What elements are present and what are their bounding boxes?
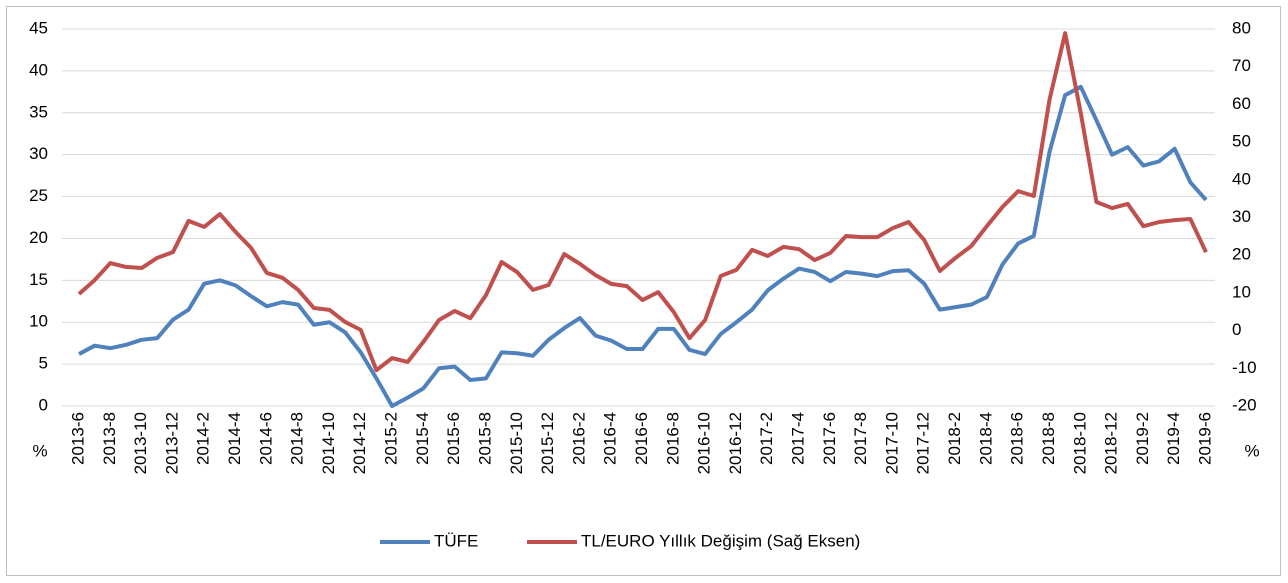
y-tick-label: 10 bbox=[29, 312, 48, 331]
x-tick-label: 2017-10 bbox=[882, 412, 901, 474]
x-tick-label: 2014-6 bbox=[256, 412, 275, 465]
x-tick-label: 2018-12 bbox=[1102, 412, 1121, 474]
x-tick-label: 2013-6 bbox=[68, 412, 87, 465]
y2-tick-label: 30 bbox=[1232, 207, 1251, 226]
x-tick-label: 2019-4 bbox=[1164, 412, 1183, 465]
x-tick-label: 2018-2 bbox=[945, 412, 964, 465]
chart-border bbox=[6, 6, 1281, 576]
y-tick-label: 15 bbox=[29, 270, 48, 289]
y2-tick-label: 50 bbox=[1232, 132, 1251, 151]
x-tick-label: 2016-4 bbox=[601, 412, 620, 465]
y2-tick-label: 10 bbox=[1232, 282, 1251, 301]
x-tick-label: 2017-8 bbox=[851, 412, 870, 465]
x-tick-label: 2013-10 bbox=[131, 412, 150, 474]
x-tick-label: 2016-2 bbox=[569, 412, 588, 465]
x-tick-label: 2014-2 bbox=[194, 412, 213, 465]
x-tick-label: 2015-8 bbox=[475, 412, 494, 465]
y2-tick-label: 0 bbox=[1232, 320, 1241, 339]
y2-tick-label: 80 bbox=[1232, 18, 1251, 37]
x-tick-label: 2019-2 bbox=[1133, 412, 1152, 465]
x-tick-label: 2017-6 bbox=[820, 412, 839, 465]
y-tick-label: 30 bbox=[29, 144, 48, 163]
y2-tick-label: 60 bbox=[1232, 94, 1251, 113]
y-tick-label: 25 bbox=[29, 186, 48, 205]
y-tick-label: 45 bbox=[29, 18, 48, 37]
y2-tick-label: 20 bbox=[1232, 245, 1251, 264]
y-tick-label: 35 bbox=[29, 102, 48, 121]
x-tick-label: 2017-4 bbox=[789, 412, 808, 465]
x-tick-label: 2015-6 bbox=[444, 412, 463, 465]
x-tick-label: 2015-2 bbox=[382, 412, 401, 465]
y2-tick-label: 40 bbox=[1232, 169, 1251, 188]
y-axis-label: % bbox=[32, 441, 47, 460]
x-tick-label: 2014-4 bbox=[225, 412, 244, 465]
x-tick-label: 2013-12 bbox=[162, 412, 181, 474]
x-tick-label: 2018-4 bbox=[976, 412, 995, 465]
y2-tick-label: 70 bbox=[1232, 56, 1251, 75]
x-tick-label: 2018-6 bbox=[1008, 412, 1027, 465]
x-tick-label: 2015-10 bbox=[507, 412, 526, 474]
y2-tick-label: -20 bbox=[1232, 395, 1257, 414]
x-tick-label: 2015-12 bbox=[538, 412, 557, 474]
x-tick-label: 2018-10 bbox=[1070, 412, 1089, 474]
x-tick-label: 2014-8 bbox=[288, 412, 307, 465]
legend-label: TÜFE bbox=[434, 531, 478, 550]
y-tick-label: 40 bbox=[29, 60, 48, 79]
series-line bbox=[78, 84, 1208, 408]
x-tick-label: 2018-8 bbox=[1039, 412, 1058, 465]
x-tick-label: 2017-12 bbox=[914, 412, 933, 474]
legend-label: TL/EURO Yıllık Değişim (Sağ Eksen) bbox=[581, 531, 860, 550]
y-tick-label: 5 bbox=[39, 354, 48, 373]
x-tick-label: 2014-12 bbox=[350, 412, 369, 474]
x-tick-label: 2019-6 bbox=[1195, 412, 1214, 465]
x-tick-label: 2017-2 bbox=[757, 412, 776, 465]
x-tick-label: 2016-8 bbox=[663, 412, 682, 465]
y-tick-label: 20 bbox=[29, 228, 48, 247]
x-tick-label: 2016-12 bbox=[726, 412, 745, 474]
y-tick-label: 0 bbox=[39, 395, 48, 414]
x-tick-label: 2016-6 bbox=[632, 412, 651, 465]
x-tick-label: 2013-8 bbox=[100, 412, 119, 465]
y2-tick-label: -10 bbox=[1232, 358, 1257, 377]
y2-axis-label: % bbox=[1244, 441, 1259, 460]
x-tick-label: 2016-10 bbox=[695, 412, 714, 474]
x-tick-label: 2014-10 bbox=[319, 412, 338, 474]
series-line bbox=[77, 31, 1208, 373]
x-tick-label: 2015-4 bbox=[413, 412, 432, 465]
